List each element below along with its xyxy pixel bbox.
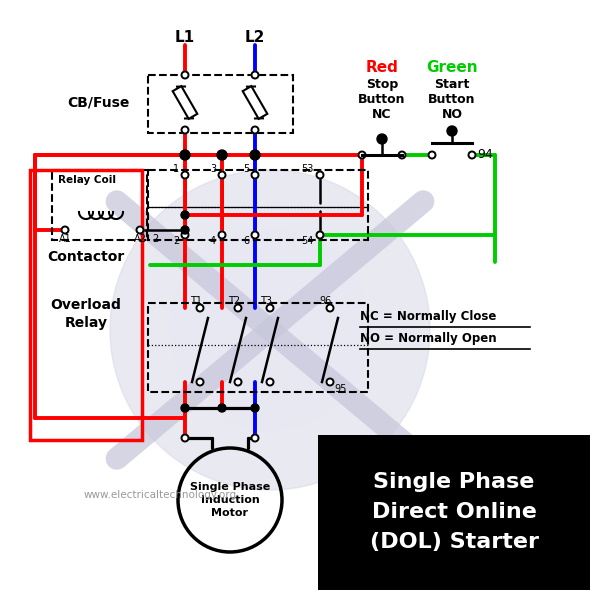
Circle shape <box>251 127 259 133</box>
Circle shape <box>251 172 259 179</box>
Text: Single Phase
Induction
Motor: Single Phase Induction Motor <box>190 482 270 518</box>
Circle shape <box>251 71 259 79</box>
Text: Contactor: Contactor <box>47 250 125 264</box>
Circle shape <box>197 379 203 385</box>
Circle shape <box>447 126 457 136</box>
Circle shape <box>197 304 203 311</box>
Circle shape <box>182 71 188 79</box>
Text: 1: 1 <box>173 164 179 174</box>
Text: NO = Normally Open: NO = Normally Open <box>360 332 497 345</box>
Text: A1: A1 <box>59 234 71 244</box>
Circle shape <box>266 304 274 311</box>
Text: 6: 6 <box>243 236 249 246</box>
Circle shape <box>317 172 323 179</box>
Circle shape <box>137 226 143 233</box>
Text: 96: 96 <box>320 296 332 306</box>
Text: 2: 2 <box>173 236 179 246</box>
Bar <box>52 170 147 240</box>
Text: Overload
Relay: Overload Relay <box>50 298 121 331</box>
Bar <box>318 435 590 590</box>
Text: Green: Green <box>426 60 478 75</box>
Bar <box>30 170 142 440</box>
Text: T2: T2 <box>228 296 240 306</box>
Circle shape <box>428 151 436 158</box>
Circle shape <box>182 232 188 238</box>
Text: Red: Red <box>365 60 398 75</box>
Circle shape <box>235 304 241 311</box>
Circle shape <box>218 172 226 179</box>
Circle shape <box>218 404 226 412</box>
Circle shape <box>181 404 189 412</box>
Bar <box>148 170 368 240</box>
Text: T3: T3 <box>260 296 272 306</box>
Circle shape <box>326 304 334 311</box>
Circle shape <box>326 379 334 385</box>
Text: Start
Button
NO: Start Button NO <box>428 78 476 121</box>
Circle shape <box>180 150 190 160</box>
Text: 53: 53 <box>302 164 314 174</box>
Text: 94: 94 <box>477 148 493 161</box>
Circle shape <box>251 404 259 412</box>
Text: L2: L2 <box>245 30 265 45</box>
Circle shape <box>251 232 259 238</box>
Circle shape <box>217 150 227 160</box>
Text: 3: 3 <box>210 164 216 174</box>
Text: www.electricaltechnology.org: www.electricaltechnology.org <box>83 490 236 500</box>
Text: 4: 4 <box>210 236 216 246</box>
Circle shape <box>170 230 370 430</box>
Text: Stop
Button
NC: Stop Button NC <box>358 78 406 121</box>
Text: CB/Fuse: CB/Fuse <box>67 95 129 109</box>
Text: Relay Coil: Relay Coil <box>58 175 116 185</box>
Circle shape <box>266 379 274 385</box>
Text: A2: A2 <box>134 234 146 244</box>
Circle shape <box>110 170 430 490</box>
Bar <box>148 303 368 392</box>
Circle shape <box>218 232 226 238</box>
Text: 5: 5 <box>243 164 249 174</box>
Text: 95: 95 <box>334 384 346 394</box>
Circle shape <box>251 434 259 442</box>
Circle shape <box>182 434 188 442</box>
Circle shape <box>359 151 365 158</box>
Bar <box>148 75 293 133</box>
Circle shape <box>250 150 260 160</box>
Text: L1: L1 <box>175 30 195 45</box>
Text: Single Phase
Direct Online
(DOL) Starter: Single Phase Direct Online (DOL) Starter <box>370 472 539 551</box>
Circle shape <box>235 379 241 385</box>
Circle shape <box>469 151 476 158</box>
Circle shape <box>181 226 189 234</box>
Bar <box>173 86 197 119</box>
Bar <box>242 86 268 119</box>
Text: 2: 2 <box>152 234 158 244</box>
Circle shape <box>62 226 68 233</box>
Circle shape <box>377 134 387 144</box>
Text: T1: T1 <box>190 296 202 306</box>
Text: NC = Normally Close: NC = Normally Close <box>360 310 496 323</box>
Circle shape <box>181 211 189 219</box>
Circle shape <box>317 232 323 238</box>
Circle shape <box>182 172 188 179</box>
Circle shape <box>182 127 188 133</box>
Circle shape <box>398 151 406 158</box>
Text: 54: 54 <box>302 236 314 246</box>
